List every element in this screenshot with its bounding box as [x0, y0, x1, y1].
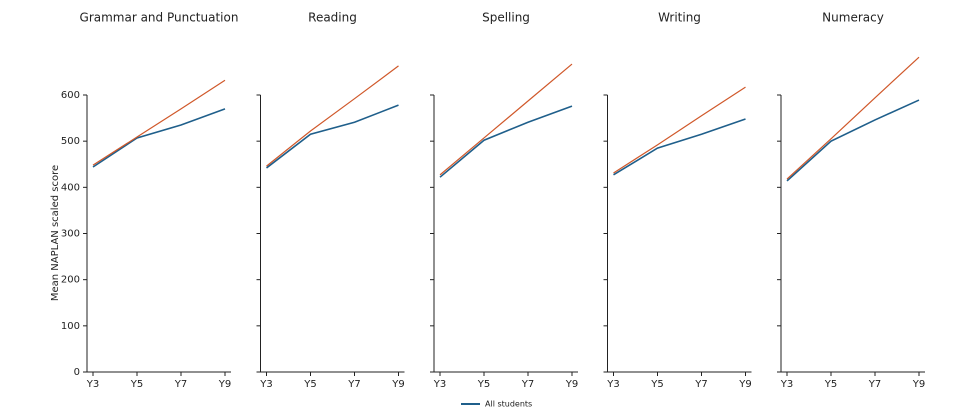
x-tick-label: Y3 [86, 379, 99, 390]
x-tick-label: Y7 [694, 379, 707, 390]
x-tick-label: Y9 [565, 379, 578, 390]
x-tick-label: Y3 [780, 379, 793, 390]
x-tick-label: Y5 [130, 379, 143, 390]
panel-title: Reading [308, 11, 357, 25]
series-line [439, 105, 573, 178]
x-tick-label: Y5 [650, 379, 663, 390]
x-tick-label: Y5 [824, 379, 837, 390]
x-tick-label: Y7 [174, 379, 187, 390]
y-tick-label: 300 [61, 229, 80, 240]
y-tick-label: 0 [74, 367, 80, 378]
y-tick-label: 400 [61, 182, 80, 193]
x-tick-label: Y9 [738, 379, 751, 390]
x-tick-label: Y7 [347, 379, 360, 390]
x-tick-label: Y9 [218, 379, 231, 390]
x-tick-label: Y7 [868, 379, 881, 390]
x-tick-label: Y7 [521, 379, 534, 390]
y-axis-label: Mean NAPLAN scaled score [50, 165, 61, 301]
series-line [786, 99, 920, 182]
x-tick-label: Y3 [259, 379, 272, 390]
x-tick-label: Y9 [391, 379, 404, 390]
series-line [266, 65, 399, 167]
y-tick-label: 500 [61, 136, 80, 147]
y-tick-label: 600 [61, 90, 80, 101]
x-tick-label: Y5 [303, 379, 316, 390]
series-line [613, 86, 746, 174]
x-tick-label: Y5 [477, 379, 490, 390]
series-line [266, 104, 399, 169]
y-tick-label: 100 [61, 321, 80, 332]
panel-title: Grammar and Punctuation [80, 11, 239, 25]
series-line [92, 108, 226, 168]
series-line [92, 79, 226, 166]
x-tick-label: Y3 [606, 379, 619, 390]
legend-label: All students [485, 400, 532, 409]
series-line [786, 56, 920, 180]
panel-title: Spelling [482, 11, 530, 25]
panel-title: Numeracy [822, 11, 884, 25]
x-tick-label: Y3 [433, 379, 446, 390]
series-line [613, 118, 746, 176]
series-line [439, 63, 573, 176]
panel-title: Writing [658, 11, 701, 25]
y-tick-label: 200 [61, 275, 80, 286]
x-tick-label: Y9 [912, 379, 925, 390]
